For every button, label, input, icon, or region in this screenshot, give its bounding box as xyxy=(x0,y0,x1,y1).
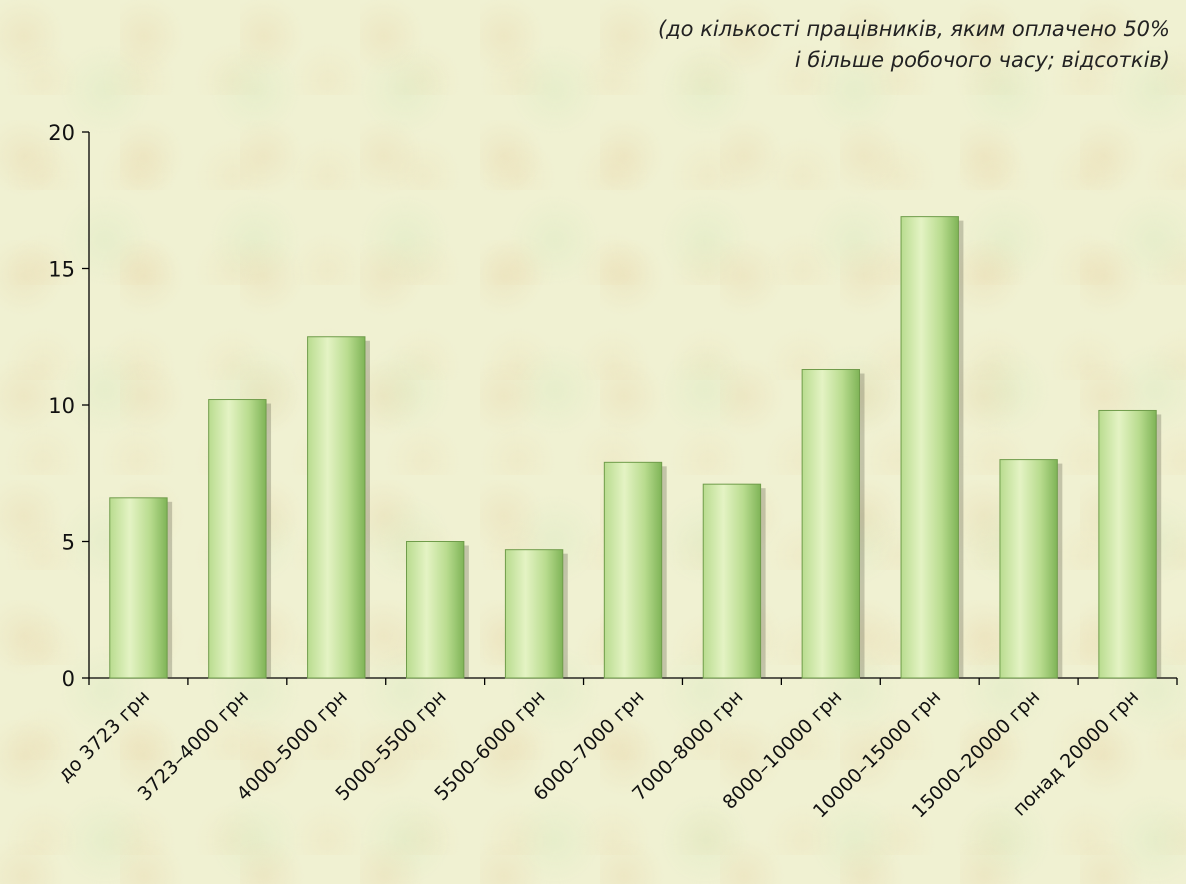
bar xyxy=(801,369,861,679)
bar xyxy=(307,336,366,679)
x-category-label: до 3723 грн xyxy=(54,686,154,786)
bar xyxy=(603,461,663,679)
y-tick-label: 15 xyxy=(48,258,75,282)
chart-subtitle-line-1: (до кількості працівників, яким оплачено… xyxy=(657,17,1170,41)
y-tick-label: 5 xyxy=(62,531,75,555)
bar xyxy=(900,216,959,679)
bar xyxy=(702,483,762,679)
chart-subtitle: (до кількості працівників, яким оплачено… xyxy=(470,14,1170,76)
y-tick-label: 20 xyxy=(48,121,75,145)
y-tick-label: 10 xyxy=(48,394,75,418)
y-tick-label: 0 xyxy=(62,667,75,691)
bar xyxy=(208,399,267,679)
chart-subtitle-line-2: і більше робочого часу; відсотків) xyxy=(794,48,1170,72)
bar xyxy=(1098,409,1157,679)
bar xyxy=(999,459,1058,679)
bar xyxy=(504,549,564,679)
bar xyxy=(405,541,465,679)
bar xyxy=(109,497,168,679)
